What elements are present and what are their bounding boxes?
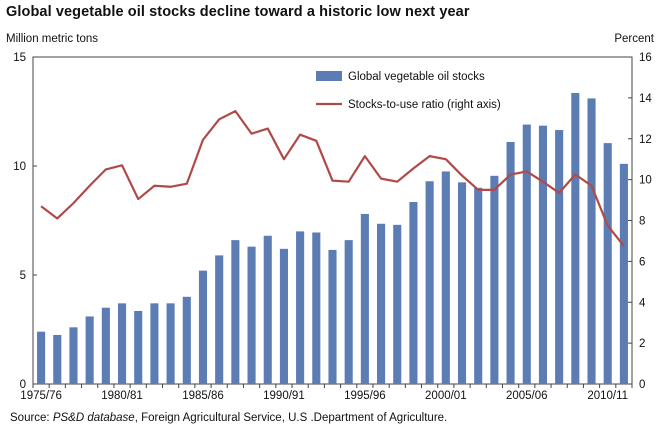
bar [555,130,564,384]
right-tick-label: 4 [639,297,646,309]
left-tick-label: 10 [13,161,26,173]
right-axis-ticks: 0 2 4 6 8 10 12 14 16 [628,52,652,391]
left-axis-ticks: 0 5 10 15 [13,52,37,391]
bar [328,249,337,384]
bar [425,181,434,384]
bar [69,327,78,384]
bar [101,307,110,384]
line-series [40,110,625,247]
bar [490,175,499,384]
right-tick-label: 0 [639,379,645,391]
bar [279,248,288,384]
chart-title: Global vegetable oil stocks decline towa… [6,4,470,20]
legend-bar-swatch [316,71,342,81]
bar [182,296,191,384]
right-tick-label: 16 [639,52,652,64]
legend-bar-label: Global vegetable oil stocks [348,71,485,83]
bar [441,171,450,384]
bar [117,303,127,384]
legend-line-label: Stocks-to-use ratio (right axis) [348,99,501,111]
x-tick-label: 1995/96 [344,390,386,402]
bar [393,224,402,384]
bar [344,240,353,384]
source-note: Source: PS&D database, Foreign Agricultu… [10,412,447,424]
right-tick-label: 10 [639,175,652,187]
right-tick-label: 8 [639,216,645,228]
bar [53,334,62,384]
bar [150,303,159,384]
bar [457,182,467,384]
bar [296,231,305,384]
bar-series [37,92,628,385]
bar [587,98,596,385]
bar [263,235,272,384]
chart-svg: 0 5 10 15 0 2 4 6 8 10 12 14 16 1975/76 1980/81 1985/… [13,52,652,402]
left-axis-unit: Million metric tons [6,33,99,45]
x-tick-label: 1980/81 [101,390,143,402]
x-tick-label: 2000/01 [425,390,467,402]
x-tick-label: 2010/11 [587,390,628,402]
right-tick-label: 14 [639,93,652,105]
bar [134,310,143,384]
bar [619,163,628,384]
x-tick-label: 2005/06 [506,390,548,402]
bar [409,201,418,384]
x-tick-label: 1985/86 [182,390,224,402]
right-tick-label: 12 [639,134,652,146]
bar [506,142,515,384]
bar [522,124,531,384]
bar [571,92,580,384]
right-tick-label: 6 [639,256,645,268]
bar [166,303,175,384]
bar [377,223,386,384]
source-prefix: Source: [10,412,50,424]
right-tick-label: 2 [639,338,645,350]
bar [247,246,256,384]
ratio-line [40,110,625,247]
bar [231,240,240,384]
left-tick-label: 0 [20,379,26,391]
left-tick-label: 15 [13,52,26,64]
bar [474,187,483,384]
bar [37,331,46,384]
source-database: PS&D database [52,412,135,424]
bar [312,232,321,384]
bar [198,270,208,384]
x-tick-label: 1990/91 [263,390,305,402]
x-tick-label: 1975/76 [20,390,62,402]
right-axis-unit: Percent [614,33,654,45]
bar [603,143,612,384]
x-axis-ticks: 1975/76 1980/81 1985/86 1990/91 1995/96 2000/… [20,384,633,402]
bar [360,213,369,384]
source-rest: , Foreign Agricultural Service, U.S .Dep… [134,412,448,424]
legend: Global vegetable oil stocks Stocks-to-use… [316,71,501,111]
bar [215,255,224,384]
bar [85,316,94,384]
left-tick-label: 5 [20,270,26,282]
bar [538,125,547,385]
